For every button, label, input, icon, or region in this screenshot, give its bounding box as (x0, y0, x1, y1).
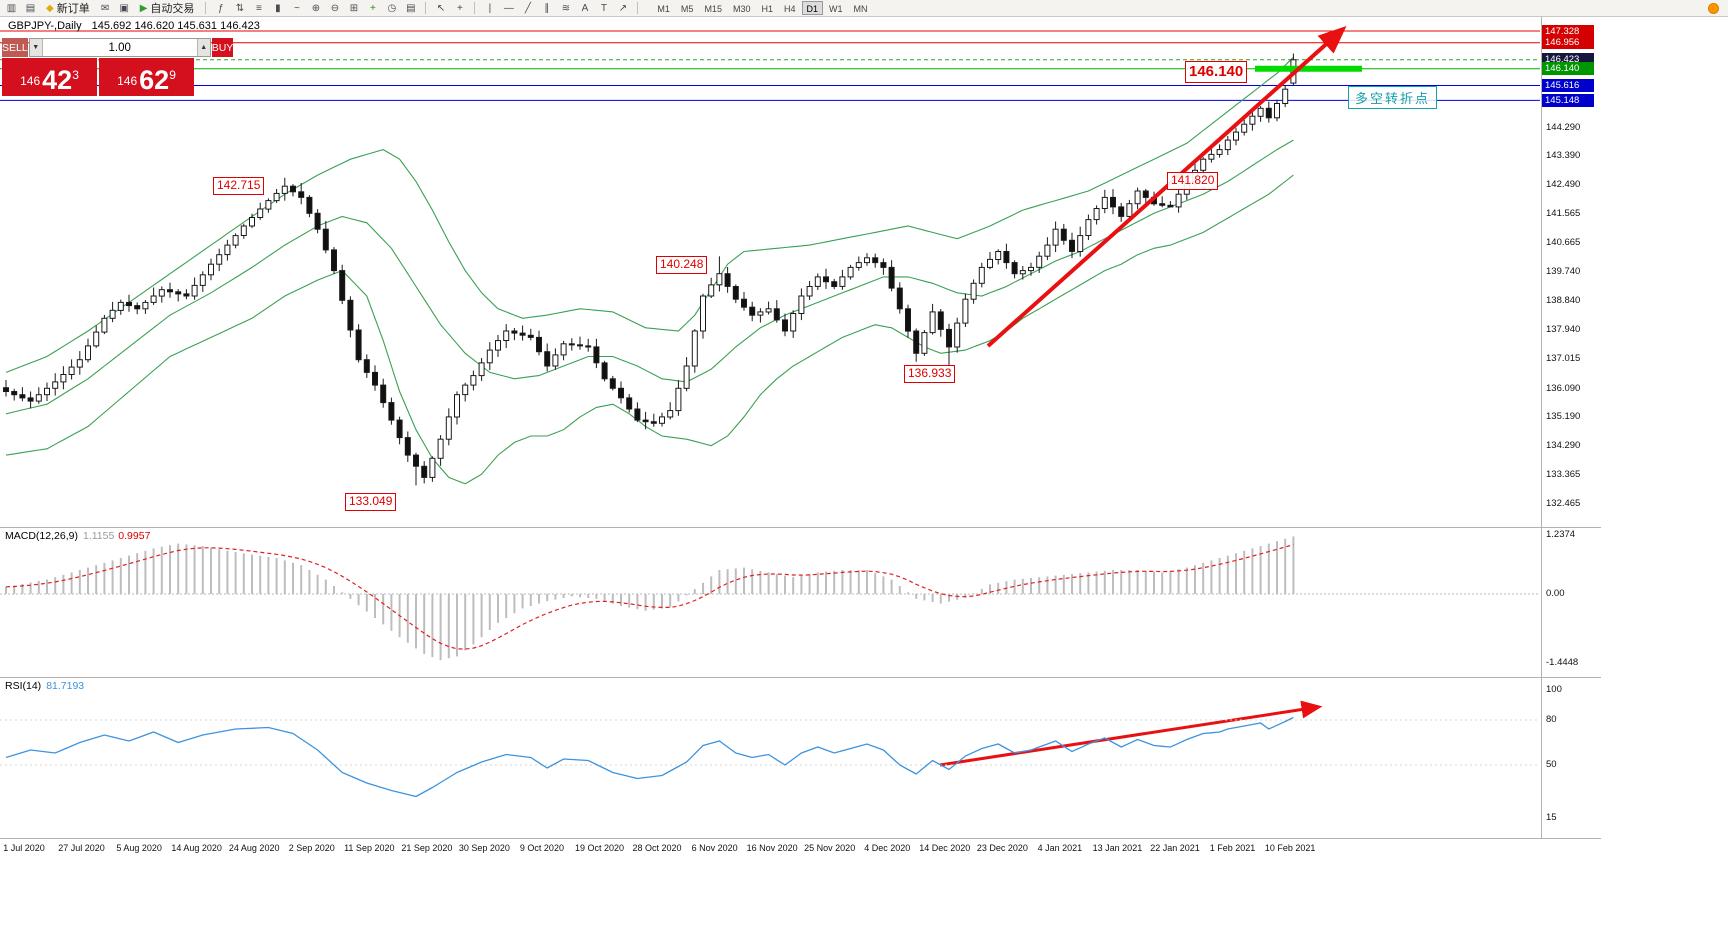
toolbar-separator (637, 2, 639, 14)
timeframe-button-m15[interactable]: M15 (704, 4, 722, 14)
ohlc-values: 145.692 146.620 145.631 146.423 (91, 20, 260, 32)
price-trend-arrow[interactable] (986, 26, 1347, 348)
main-toolbar: ▥ ▤ ◆ 新订单 ✉ ▣ ▶ 自动交易 ƒ ⇅ ≡ ▮ ~ ⊕ ⊖ ⊞ + ◷ ▤ ↖ + | — ╱ ∥ ≋ A T ↗ M1 M5 M1… (0, 0, 1728, 17)
sell-price-prefix: 146 (20, 74, 41, 88)
trendline-icon[interactable]: ╱ (524, 2, 531, 14)
timeframe-button-d1[interactable]: D1 (801, 1, 824, 15)
timeframe-button-m1[interactable]: M1 (657, 4, 670, 14)
timeframe-button-h1[interactable]: H1 (761, 4, 773, 14)
timeframe-button-m5[interactable]: M5 (680, 4, 694, 14)
price-axis-separator (1541, 17, 1542, 838)
macd-main-value: 1.1155 (82, 530, 115, 542)
data-window-icon[interactable]: ▣ (119, 2, 129, 14)
new-chart-icon[interactable]: ▥ (6, 2, 17, 14)
buy-price-prefix: 146 (117, 74, 138, 88)
symbol-period-label: GBPJPY-,Daily (8, 20, 82, 32)
toolbar-separator (425, 2, 427, 14)
profiles-icon[interactable]: ▤ (25, 2, 36, 14)
annotation-turning-point[interactable]: 多空转折点 (1348, 86, 1438, 109)
rsi-indicator-label: RSI(14) 81.7193 (5, 680, 84, 692)
rsi-value: 81.7193 (46, 680, 85, 692)
vertical-line-icon[interactable]: | (488, 2, 492, 14)
cursor-icon[interactable]: ↖ (436, 2, 446, 14)
zoom-out-icon[interactable]: ⊖ (330, 2, 340, 14)
pane-separator-rsi[interactable] (0, 677, 1601, 678)
arrow-tool-icon[interactable]: ↗ (618, 2, 628, 14)
chart-title: GBPJPY-,Daily 145.692 146.620 145.631 14… (8, 20, 260, 32)
price-callout-label[interactable]: 136.933 (904, 365, 956, 383)
toolbar-separator (205, 2, 207, 14)
bollinger-lower-band (5, 174, 1294, 485)
timeframe-button-m30[interactable]: M30 (732, 4, 751, 14)
volume-input[interactable] (42, 39, 197, 56)
market-watch-icon[interactable]: ✉ (101, 2, 110, 14)
fibonacci-icon[interactable]: ≋ (561, 2, 571, 14)
macd-signal-value: 0.9957 (118, 530, 151, 542)
text-icon[interactable]: A (581, 2, 589, 14)
sell-button[interactable]: SELL (2, 38, 28, 57)
buy-button[interactable]: BUY (211, 38, 234, 57)
indicators-icon[interactable]: ƒ (218, 2, 224, 14)
timeframe-button-w1[interactable]: W1 (829, 4, 843, 14)
horizontal-line-icon[interactable]: — (503, 2, 514, 14)
autotrading-button-label: 自动交易 (150, 3, 195, 15)
macd-signal-line (5, 544, 1294, 650)
sell-price-display[interactable]: 146 42 3 (2, 58, 97, 96)
new-order-button[interactable]: ◆ 新订单 (41, 1, 95, 16)
new-order-button-label: 新订单 (56, 3, 90, 15)
rsi-name: RSI(14) (5, 680, 42, 692)
price-callout-label[interactable]: 146.140 (1185, 61, 1248, 83)
price-callout-label[interactable]: 140.248 (656, 256, 708, 274)
bar-chart-icon[interactable]: ≡ (255, 2, 262, 14)
bollinger-upper-band (5, 56, 1294, 373)
rsi-line (5, 716, 1294, 798)
timeframe-button-h4[interactable]: H4 (783, 4, 796, 14)
new-order-icon: ◆ (46, 2, 54, 14)
scheduler-icon[interactable]: ◷ (387, 2, 397, 14)
volume-increment-button[interactable]: ▲ (196, 39, 210, 56)
notification-status-icon[interactable] (1708, 3, 1719, 14)
channel-icon[interactable]: ∥ (544, 2, 550, 14)
buy-price-display[interactable]: 146 62 9 (99, 58, 194, 96)
crosshair-icon[interactable]: + (456, 2, 463, 14)
buy-price-big: 62 (139, 65, 170, 96)
buy-price-sup: 9 (169, 68, 176, 82)
pane-separator-macd[interactable] (0, 527, 1601, 528)
autotrading-button[interactable]: ▶ 自动交易 (135, 1, 200, 16)
macd-name: MACD(12,26,9) (5, 530, 78, 542)
time-axis-separator (0, 838, 1601, 839)
tile-windows-icon[interactable]: ⊞ (349, 2, 359, 14)
rsi-trend-arrow[interactable] (939, 700, 1323, 767)
macd-indicator-label: MACD(12,26,9) 1.1155 0.9957 (5, 530, 150, 542)
add-indicator-icon[interactable]: + (369, 2, 376, 14)
candle-chart-icon[interactable]: ▮ (275, 2, 281, 14)
zoom-in-icon[interactable]: ⊕ (311, 2, 321, 14)
price-callout-label[interactable]: 133.049 (345, 493, 397, 511)
toolbar-separator (474, 2, 476, 14)
price-callout-label[interactable]: 142.715 (213, 177, 265, 195)
price-callout-label[interactable]: 141.820 (1167, 172, 1219, 190)
sell-price-sup: 3 (72, 68, 79, 82)
sell-price-big: 42 (42, 65, 73, 96)
timeframe-button-mn[interactable]: MN (853, 4, 868, 14)
volume-field[interactable]: ▼ ▲ (28, 38, 211, 57)
line-chart-icon[interactable]: ~ (293, 2, 300, 14)
objects-list-icon[interactable]: ⇅ (235, 2, 245, 14)
label-icon[interactable]: T (600, 2, 607, 14)
macd-histogram (5, 536, 1295, 661)
autotrading-icon: ▶ (139, 2, 148, 14)
bollinger-middle-band (5, 139, 1294, 415)
timeframe-toolbar: M1 M5 M15 M30 H1 H4 D1 W1 MN (652, 1, 872, 15)
volume-decrement-button[interactable]: ▼ (29, 39, 43, 56)
candlestick-series (3, 53, 1297, 486)
templates-icon[interactable]: ▤ (406, 2, 416, 14)
